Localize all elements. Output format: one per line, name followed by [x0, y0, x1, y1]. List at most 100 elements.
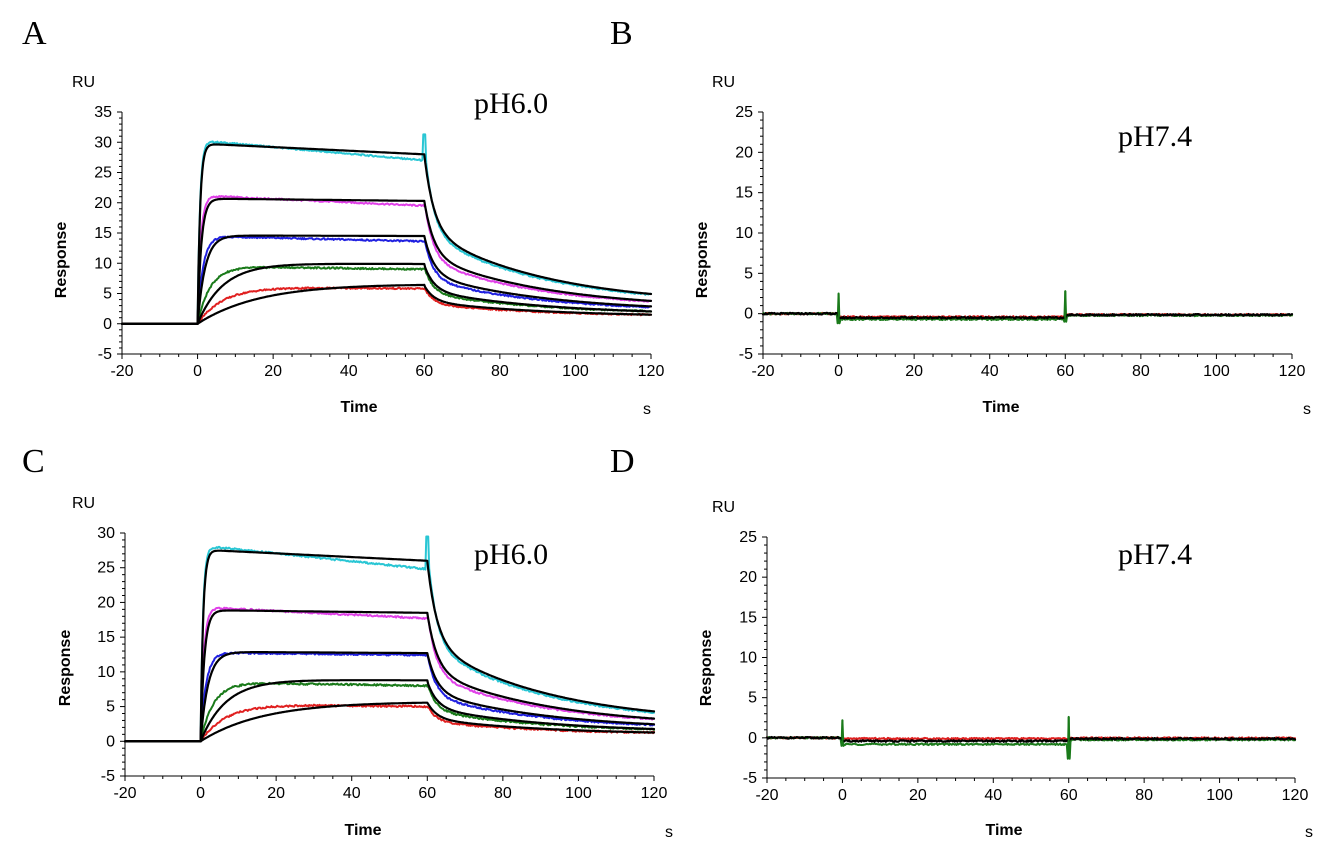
panel-letter: B: [610, 15, 633, 52]
y-unit: RU: [72, 495, 95, 512]
x-unit: s: [643, 401, 651, 418]
y-tick-label: 0: [744, 306, 753, 323]
data-traces: [120, 133, 653, 325]
x-tick-label: 60: [418, 785, 436, 802]
y-tick-label: -5: [98, 346, 112, 363]
y-tick-label: 25: [97, 560, 115, 577]
x-tick-label: 0: [193, 363, 202, 380]
x-unit: s: [1305, 824, 1313, 841]
x-tick-label: 40: [984, 787, 1002, 804]
x-tick-label: 80: [494, 785, 512, 802]
x-tick-label: 60: [1060, 787, 1078, 804]
x-unit: s: [1303, 401, 1311, 418]
x-tick-label: -20: [751, 363, 774, 380]
y-tick-label: -5: [743, 770, 757, 787]
y-tick-label: 25: [739, 529, 757, 546]
fit-curve: [123, 701, 656, 743]
x-tick-label: 100: [1203, 363, 1230, 380]
x-tick-label: 40: [343, 785, 361, 802]
x-tick-label: 40: [981, 363, 999, 380]
panel-a: A -5 0 5 10 15 20 25 30 35 -20 0 20 40 60 80 100 120 RU s Re…: [22, 15, 664, 418]
series-cyan: [124, 535, 655, 743]
y-tick-label: 25: [735, 104, 753, 121]
fit-curve: [123, 549, 656, 743]
y-tick-label: 20: [735, 144, 753, 161]
ph-annotation: pH6.0: [474, 87, 548, 120]
y-tick-label: 20: [739, 569, 757, 586]
baseline-green: [766, 715, 1296, 760]
x-tick-label: -20: [113, 785, 136, 802]
x-tick-label: 100: [562, 363, 589, 380]
x-tick-label: 120: [641, 785, 668, 802]
x-tick-label: 40: [340, 363, 358, 380]
y-unit: RU: [72, 74, 95, 91]
panel-d: D -5 0 5 10 15 20 25 -20 0 20 40 60 80 100 120 RU s Respon…: [610, 443, 1313, 841]
series-cyan: [121, 133, 652, 325]
baseline-fit: [765, 735, 1297, 743]
x-tick-label: 0: [834, 363, 843, 380]
y-axis-label: Response: [57, 630, 74, 707]
x-tick-label: 120: [1279, 363, 1306, 380]
y-tick-label: 0: [748, 730, 757, 747]
fit-curve: [123, 650, 656, 743]
panel-letter: C: [22, 443, 45, 480]
fit-curve: [120, 262, 653, 325]
y-tick-label: 10: [97, 664, 115, 681]
x-tick-label: 20: [264, 363, 282, 380]
fit-curve: [120, 234, 653, 325]
data-traces: [765, 715, 1297, 760]
y-tick-label: 30: [97, 525, 115, 542]
y-tick-label: 15: [735, 185, 753, 202]
y-tick-label: 15: [97, 629, 115, 646]
y-tick-label: 10: [735, 225, 753, 242]
y-tick-label: 5: [106, 699, 115, 716]
panel-b: B -5 0 5 10 15 20 25 -20 0 20 40 60 80 100 120 RU s Respon…: [610, 15, 1311, 418]
x-axis-label: Time: [982, 399, 1019, 416]
x-axis-label: Time: [340, 399, 377, 416]
y-tick-label: 20: [94, 195, 112, 212]
y-unit: RU: [712, 74, 735, 91]
x-tick-label: 60: [415, 363, 433, 380]
y-axis-label: Response: [698, 630, 715, 707]
y-tick-label: 0: [106, 733, 115, 750]
y-tick-label: 25: [94, 165, 112, 182]
y-axis-label: Response: [53, 222, 70, 299]
fit-curve: [123, 609, 656, 743]
series-blue: [121, 235, 652, 325]
series-magenta: [124, 606, 655, 743]
y-unit: RU: [712, 499, 735, 516]
y-tick-label: 35: [94, 104, 112, 121]
panel-letter: A: [22, 15, 47, 52]
data-traces: [761, 290, 1294, 325]
fit-curve: [120, 197, 653, 325]
fit-curve: [120, 143, 653, 325]
y-tick-label: 15: [739, 609, 757, 626]
x-tick-label: 120: [638, 363, 665, 380]
y-tick-label: 30: [94, 134, 112, 151]
x-tick-label: 80: [1132, 363, 1150, 380]
x-axis-label: Time: [344, 822, 381, 839]
y-tick-label: 5: [103, 286, 112, 303]
x-tick-label: 80: [1135, 787, 1153, 804]
y-axis-label: Response: [694, 222, 711, 299]
x-tick-label: 60: [1056, 363, 1074, 380]
y-tick-label: -5: [739, 346, 753, 363]
series-blue: [124, 651, 655, 743]
x-tick-label: 80: [491, 363, 509, 380]
x-tick-label: 0: [196, 785, 205, 802]
y-tick-label: 20: [97, 594, 115, 611]
x-tick-label: 100: [1206, 787, 1233, 804]
y-tick-label: 5: [748, 690, 757, 707]
x-tick-label: 100: [565, 785, 592, 802]
x-tick-label: -20: [755, 787, 778, 804]
y-tick-label: 0: [103, 316, 112, 333]
y-tick-label: 15: [94, 225, 112, 242]
x-tick-label: -20: [110, 363, 133, 380]
x-tick-label: 120: [1282, 787, 1309, 804]
y-tick-label: -5: [101, 768, 115, 785]
x-tick-label: 20: [905, 363, 923, 380]
x-unit: s: [665, 824, 673, 841]
y-tick-label: 10: [94, 255, 112, 272]
panel-c: C -5 0 5 10 15 20 25 30 -20 0 20 40 60 80 100 120 RU s Resp…: [22, 443, 673, 841]
data-traces: [123, 535, 656, 743]
